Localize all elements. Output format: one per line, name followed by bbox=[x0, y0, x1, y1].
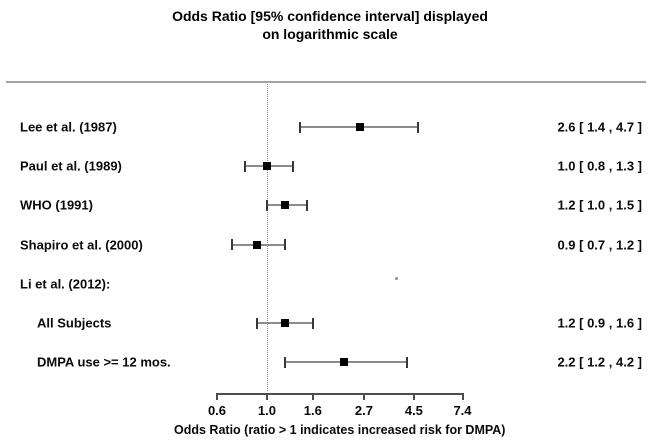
or-ci-annotation: 2.2 [ 1.2 , 4.2 ] bbox=[557, 354, 642, 370]
x-axis-tick-label: 4.5 bbox=[404, 403, 423, 418]
point-estimate-square bbox=[339, 358, 348, 367]
or-ci-annotation: 1.0 [ 0.8 , 1.3 ] bbox=[557, 158, 642, 174]
x-axis-tick-label: 1.6 bbox=[303, 403, 322, 418]
chart-title: Odds Ratio [95% confidence interval] dis… bbox=[8, 7, 652, 43]
x-axis-line bbox=[217, 393, 463, 395]
or-ci-annotation: 1.2 [ 1.0 , 1.5 ] bbox=[557, 197, 642, 213]
x-axis-tick bbox=[216, 393, 218, 400]
x-axis-tick-label: 0.6 bbox=[207, 403, 227, 418]
x-axis-tick bbox=[311, 393, 314, 400]
study-label: DMPA use >= 12 mos. bbox=[37, 354, 171, 370]
ci-cap-left bbox=[231, 239, 234, 251]
study-label: Shapiro et al. (2000) bbox=[20, 237, 143, 253]
top-divider-rule bbox=[6, 81, 646, 83]
study-label: All Subjects bbox=[37, 315, 112, 331]
point-estimate-square bbox=[252, 240, 261, 249]
ci-cap-left bbox=[255, 317, 258, 329]
x-axis-tick bbox=[412, 393, 415, 400]
study-label: Paul et al. (1989) bbox=[20, 158, 122, 174]
ci-cap-right bbox=[406, 356, 409, 368]
point-estimate-square bbox=[356, 123, 365, 131]
x-axis-tick bbox=[461, 393, 464, 400]
ci-cap-right bbox=[283, 239, 286, 251]
study-label: Lee et al. (1987) bbox=[20, 119, 117, 135]
or-ci-annotation: 2.6 [ 1.4 , 4.7 ] bbox=[557, 119, 642, 135]
x-axis-tick-label: 2.7 bbox=[354, 403, 373, 418]
x-axis-tick bbox=[362, 393, 365, 400]
or-ci-annotation: 0.9 [ 0.7 , 1.2 ] bbox=[557, 237, 642, 253]
point-estimate-square bbox=[280, 319, 289, 327]
study-label: WHO (1991) bbox=[20, 197, 93, 213]
ci-cap-right bbox=[305, 199, 308, 211]
x-axis-label: Odds Ratio (ratio > 1 indicates increase… bbox=[174, 423, 506, 437]
or-ci-annotation: 1.2 [ 0.9 , 1.6 ] bbox=[557, 315, 642, 331]
ci-cap-left bbox=[283, 356, 286, 368]
point-estimate-square bbox=[262, 162, 271, 171]
x-axis-tick bbox=[265, 393, 268, 400]
stray-dot bbox=[395, 277, 398, 280]
ci-cap-right bbox=[291, 160, 294, 172]
chart-title-line1: Odds Ratio [95% confidence interval] dis… bbox=[172, 8, 488, 24]
x-axis-tick-label: 1.0 bbox=[257, 403, 276, 418]
ci-cap-left bbox=[244, 160, 247, 172]
ci-cap-left bbox=[265, 199, 268, 211]
reference-line-or-1 bbox=[266, 84, 268, 391]
ci-cap-right bbox=[417, 121, 420, 133]
chart-title-line2: on logarithmic scale bbox=[262, 26, 398, 42]
x-axis-tick-label: 7.4 bbox=[453, 403, 472, 418]
ci-cap-left bbox=[298, 121, 301, 133]
ci-cap-right bbox=[311, 317, 314, 329]
point-estimate-square bbox=[280, 201, 289, 210]
study-label: Li et al. (2012): bbox=[20, 276, 111, 292]
